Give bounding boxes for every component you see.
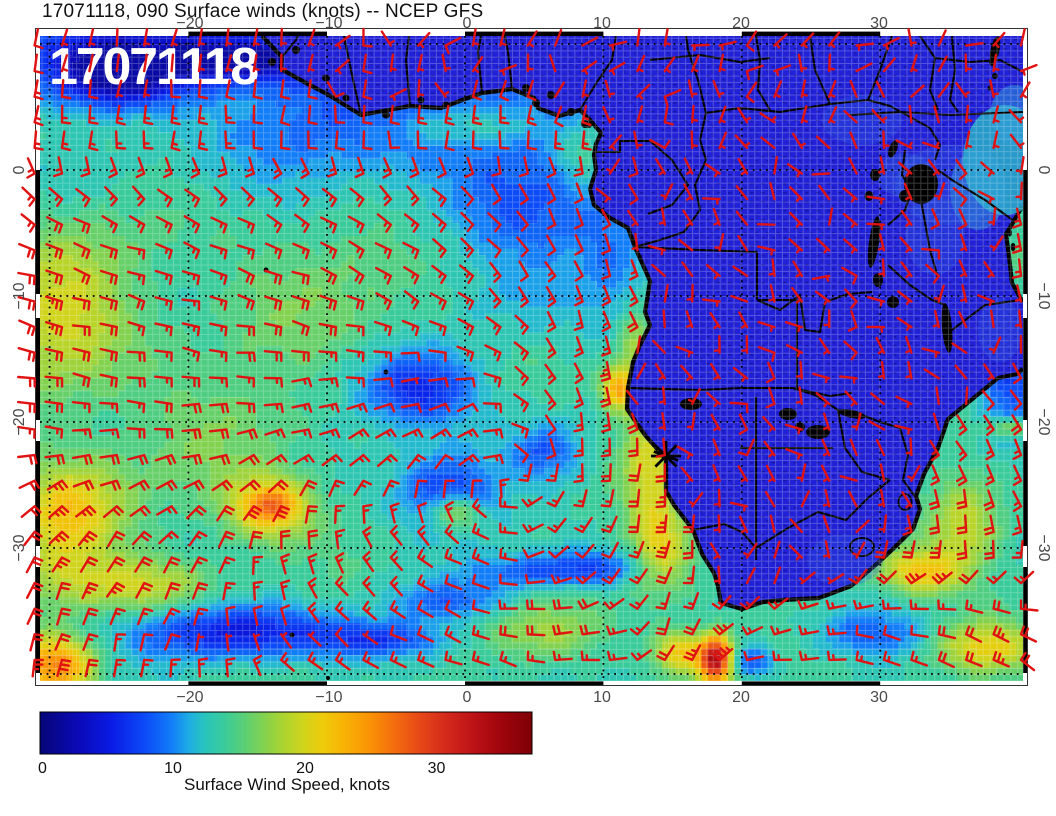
svg-text:0: 0 [1035,166,1052,175]
svg-text:0: 0 [11,165,28,174]
svg-text:−10: −10 [11,282,28,309]
svg-text:0: 0 [38,760,47,777]
svg-text:−20: −20 [176,689,203,706]
svg-text:17071118, 090 Surface winds (k: 17071118, 090 Surface winds (knots) -- N… [42,1,483,22]
svg-text:−10: −10 [1035,282,1052,309]
svg-text:20: 20 [296,760,314,777]
svg-text:30: 30 [870,15,888,32]
svg-text:10: 10 [164,760,182,777]
svg-text:17071118: 17071118 [49,38,258,96]
svg-text:30: 30 [428,760,446,777]
svg-text:−10: −10 [315,15,342,32]
svg-text:20: 20 [732,689,750,706]
svg-text:0: 0 [463,15,472,32]
svg-text:20: 20 [732,15,750,32]
svg-text:Surface Wind Speed, knots: Surface Wind Speed, knots [184,775,390,794]
svg-text:0: 0 [463,689,472,706]
svg-text:10: 10 [593,15,611,32]
svg-text:−20: −20 [1035,408,1052,435]
svg-text:10: 10 [593,689,611,706]
svg-text:−20: −20 [176,15,203,32]
svg-text:−30: −30 [11,534,28,561]
svg-text:30: 30 [870,689,888,706]
svg-text:−10: −10 [315,689,342,706]
svg-text:−20: −20 [11,408,28,435]
svg-text:−30: −30 [1035,534,1052,561]
